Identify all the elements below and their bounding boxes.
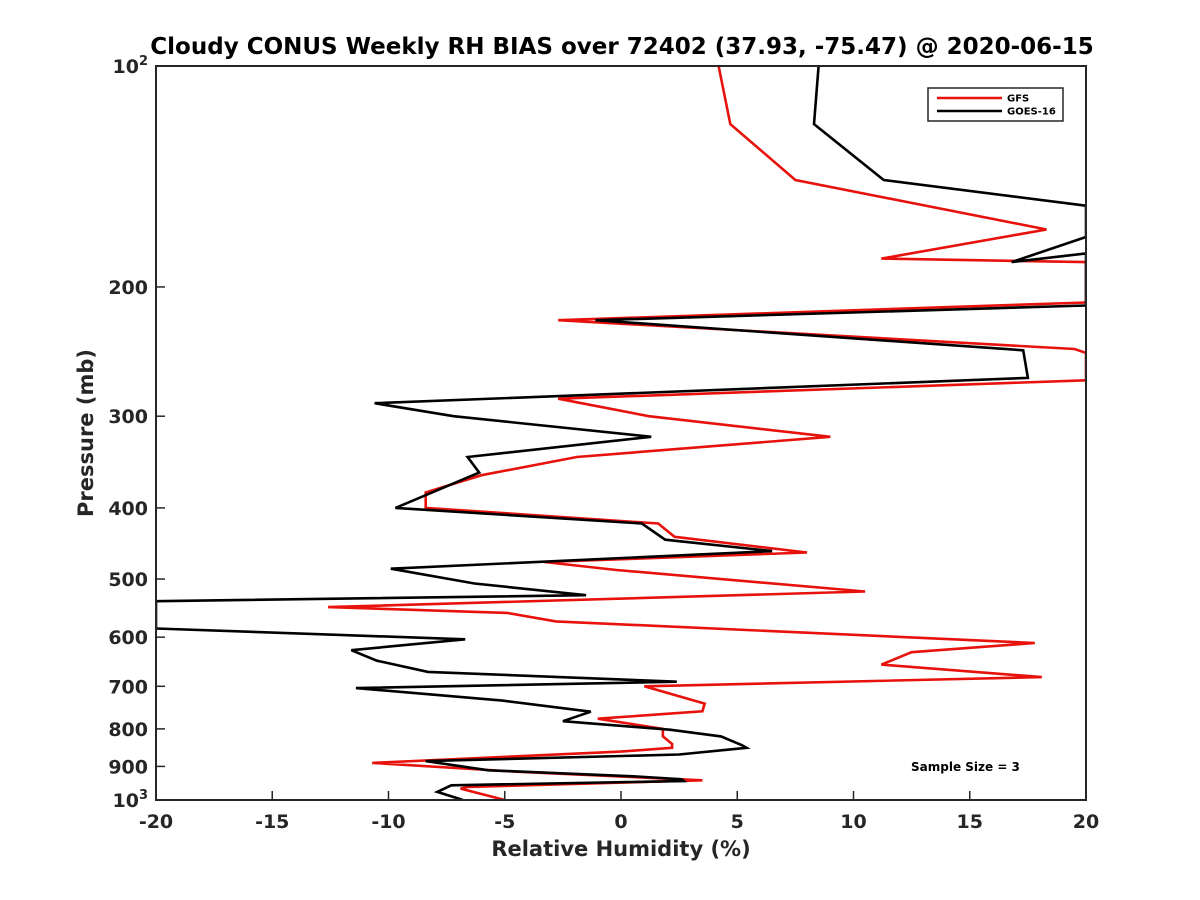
x-tick-label: -15 xyxy=(255,811,289,833)
y-tick-label: 700 xyxy=(108,676,148,698)
series-line-gfs xyxy=(328,66,1086,800)
x-axis-label: Relative Humidity (%) xyxy=(491,837,750,861)
x-tick-label: 0 xyxy=(614,811,627,833)
legend: GFS GOES-16 xyxy=(927,87,1064,122)
chart-title: Cloudy CONUS Weekly RH BIAS over 72402 (… xyxy=(150,34,1093,60)
x-tick-label: 5 xyxy=(731,811,744,833)
legend-box xyxy=(927,87,1064,122)
y-tick-label: 102 xyxy=(113,54,149,78)
x-tick-label: 10 xyxy=(840,811,866,833)
x-tick-label: -20 xyxy=(139,811,173,833)
x-axis: -20 -15 -10 -5 0 5 10 15 20 xyxy=(139,791,1099,833)
y-tick-label: 600 xyxy=(108,627,148,649)
y-tick-label: 800 xyxy=(108,719,148,741)
y-tick-label: 900 xyxy=(108,756,148,778)
y-tick-label: 103 xyxy=(113,788,149,812)
y-tick-label: 500 xyxy=(108,569,148,591)
x-tick-label: 15 xyxy=(957,811,983,833)
x-tick-label: -5 xyxy=(494,811,515,833)
legend-label-goes16: GOES-16 xyxy=(1007,107,1056,118)
y-tick-label: 400 xyxy=(108,498,148,520)
legend-label-gfs: GFS xyxy=(1007,94,1029,105)
y-tick-label: 300 xyxy=(108,406,148,428)
x-tick-label: 20 xyxy=(1073,811,1099,833)
series-line-goes16 xyxy=(156,66,1086,800)
y-axis-label: Pressure (mb) xyxy=(74,349,98,517)
y-axis: 102 200 300 400 500 600 700 800 900 103 xyxy=(108,54,165,812)
y-tick-label: 200 xyxy=(108,277,148,299)
sample-size-annotation: Sample Size = 3 xyxy=(911,760,1020,774)
series-group xyxy=(156,66,1086,800)
x-tick-label: -10 xyxy=(371,811,405,833)
